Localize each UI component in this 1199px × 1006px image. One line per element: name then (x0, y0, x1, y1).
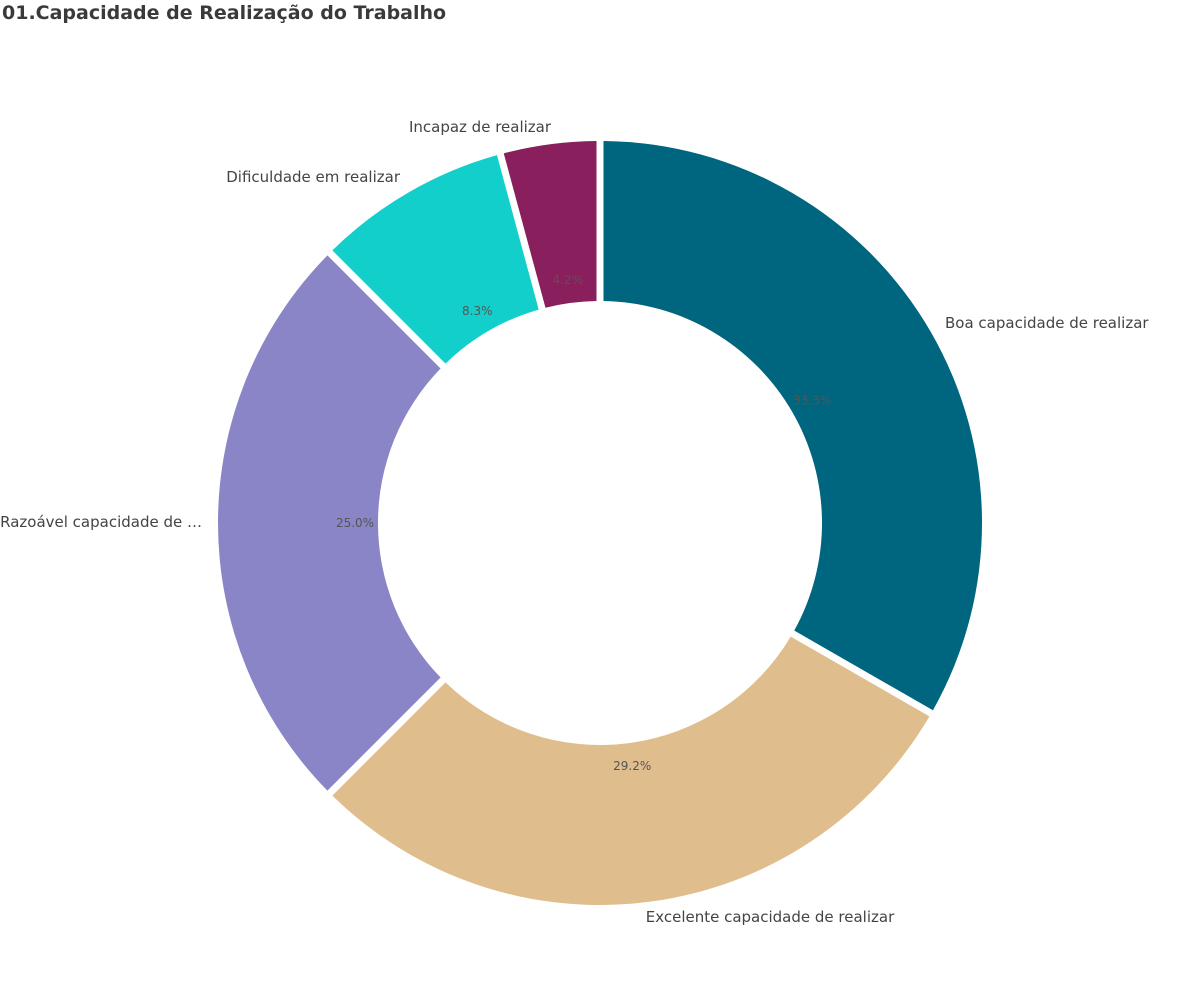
slices-layer (218, 141, 983, 905)
percent-labels-layer: 33.3% 29.2% 25.0% 8.3% 4.2% (336, 273, 831, 773)
slice-label-razoavel-capacidade-de: Razoável capacidade de … (0, 513, 202, 531)
slice-label-excelente-capacidade-de-realizar: Excelente capacidade de realizar (646, 908, 895, 926)
slice-dificuldade-em-realizar[interactable] (332, 155, 539, 364)
slice-excelente-capacidade-de-realizar[interactable] (332, 636, 930, 905)
percent-label-boa-capacidade-de-realizar: 33.3% (793, 393, 831, 407)
slice-boa-capacidade-de-realizar[interactable] (603, 141, 983, 711)
percent-label-excelente-capacidade-de-realizar: 29.2% (613, 759, 651, 773)
percent-label-razoavel-capacidade-de: 25.0% (336, 516, 374, 530)
chart-title: 01.Capacidade de Realização do Trabalho (2, 2, 447, 24)
percent-label-dificuldade-em-realizar: 8.3% (462, 304, 493, 318)
slice-labels-layer: Boa capacidade de realizar Excelente capa… (0, 118, 1149, 926)
slice-label-incapaz-de-realizar: Incapaz de realizar (409, 118, 552, 136)
slice-label-dificuldade-em-realizar: Dificuldade em realizar (226, 168, 401, 186)
percent-label-incapaz-de-realizar: 4.2% (553, 273, 584, 287)
slice-incapaz-de-realizar[interactable] (503, 141, 597, 308)
slice-label-boa-capacidade-de-realizar: Boa capacidade de realizar (945, 314, 1149, 332)
slice-razoavel-capacidade-de[interactable] (218, 255, 441, 791)
